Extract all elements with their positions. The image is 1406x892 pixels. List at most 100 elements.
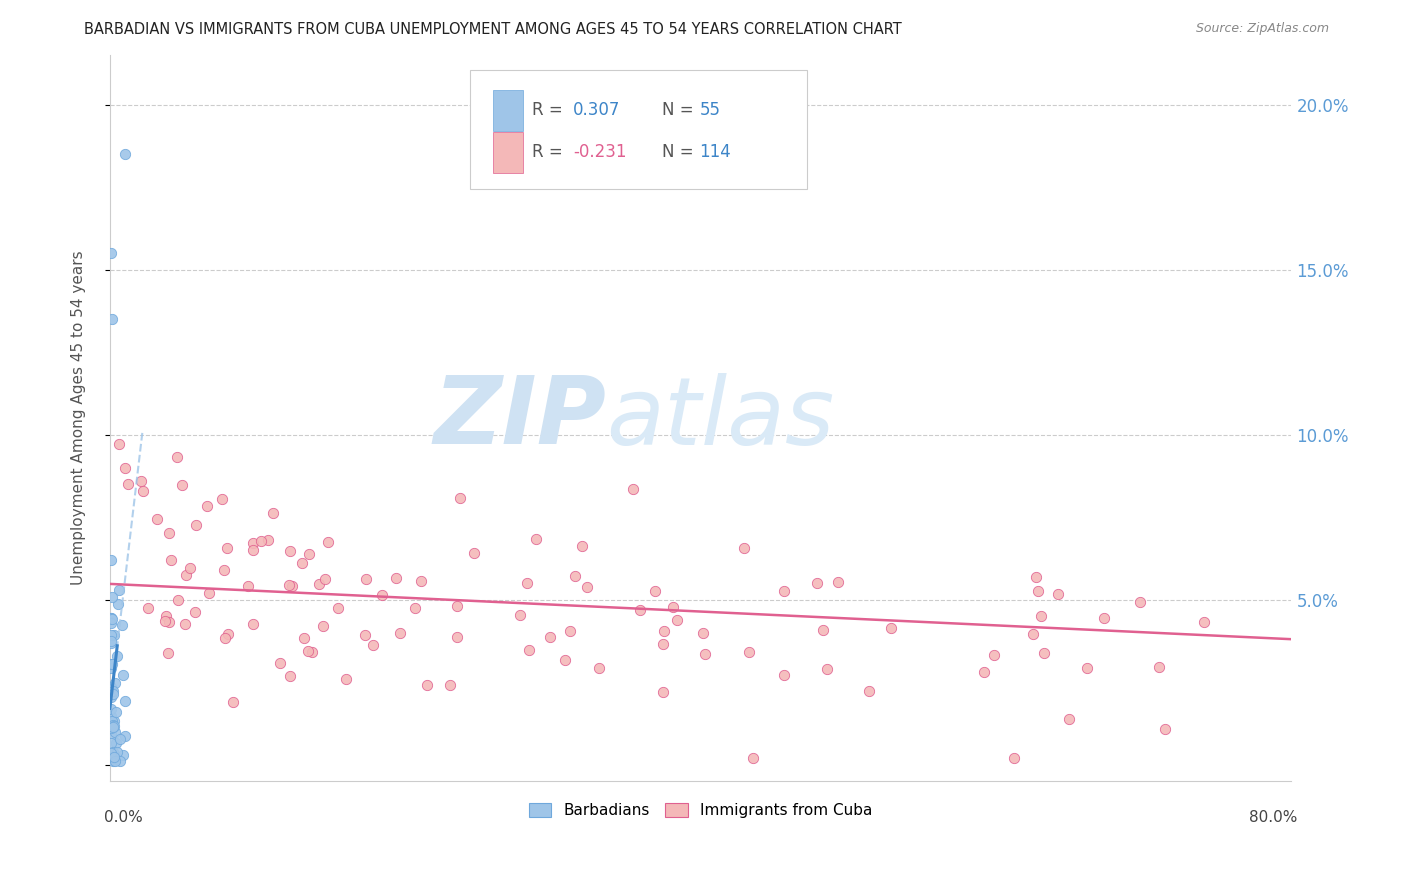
- Point: [100, 718, 122, 732]
- Point: [174, 617, 197, 632]
- Point: [112, 667, 135, 681]
- Text: 114: 114: [699, 144, 731, 161]
- Point: [384, 572, 406, 586]
- Point: [1057, 712, 1080, 726]
- FancyBboxPatch shape: [470, 70, 807, 189]
- Text: atlas: atlas: [606, 373, 834, 464]
- Text: 0.0%: 0.0%: [104, 810, 142, 825]
- Point: [157, 615, 180, 629]
- Point: [103, 687, 125, 701]
- Text: 55: 55: [699, 102, 720, 120]
- Point: [176, 568, 198, 582]
- Point: [335, 672, 357, 686]
- Point: [516, 576, 538, 591]
- Point: [100, 633, 122, 648]
- Point: [463, 546, 485, 560]
- FancyBboxPatch shape: [492, 132, 523, 173]
- Text: R =: R =: [531, 144, 568, 161]
- Point: [318, 535, 340, 549]
- Point: [104, 736, 127, 750]
- Point: [105, 705, 128, 719]
- Point: [100, 611, 122, 625]
- Point: [129, 474, 152, 488]
- Point: [100, 749, 122, 764]
- Point: [242, 535, 264, 549]
- Point: [827, 574, 849, 589]
- Text: R =: R =: [531, 102, 568, 120]
- Point: [100, 750, 122, 764]
- Point: [242, 617, 264, 632]
- Point: [446, 631, 468, 645]
- Point: [105, 745, 128, 759]
- Point: [644, 583, 666, 598]
- Point: [652, 624, 675, 638]
- Point: [101, 684, 124, 698]
- Point: [103, 749, 125, 764]
- Point: [101, 717, 124, 731]
- Point: [281, 579, 304, 593]
- Point: [101, 745, 124, 759]
- Point: [212, 564, 235, 578]
- Point: [110, 754, 132, 768]
- Text: -0.231: -0.231: [574, 144, 627, 161]
- Point: [157, 646, 180, 660]
- Point: [695, 647, 717, 661]
- Point: [101, 312, 124, 326]
- Point: [815, 662, 838, 676]
- Point: [772, 668, 794, 682]
- Point: [103, 714, 125, 728]
- Point: [308, 577, 330, 591]
- Point: [100, 615, 122, 630]
- Point: [107, 582, 129, 597]
- Point: [628, 603, 651, 617]
- Point: [983, 648, 1005, 662]
- Point: [554, 652, 576, 666]
- Point: [651, 637, 673, 651]
- Point: [101, 714, 124, 728]
- Point: [105, 648, 128, 663]
- Point: [104, 724, 127, 739]
- Point: [298, 547, 321, 561]
- Point: [103, 718, 125, 732]
- Point: [312, 619, 335, 633]
- Point: [742, 751, 765, 765]
- Point: [813, 624, 835, 638]
- Point: [773, 584, 796, 599]
- Point: [973, 665, 995, 679]
- Point: [101, 591, 124, 605]
- Point: [250, 533, 273, 548]
- Point: [1047, 587, 1070, 601]
- Point: [114, 729, 136, 743]
- Text: N =: N =: [662, 144, 699, 161]
- Point: [100, 657, 122, 671]
- Point: [1002, 751, 1025, 765]
- Point: [104, 676, 127, 690]
- Point: [806, 576, 828, 591]
- Point: [155, 609, 177, 624]
- Point: [114, 460, 136, 475]
- Point: [101, 612, 124, 626]
- Y-axis label: Unemployment Among Ages 45 to 54 years: Unemployment Among Ages 45 to 54 years: [72, 251, 86, 585]
- Point: [880, 621, 903, 635]
- Point: [363, 638, 385, 652]
- Point: [222, 694, 245, 708]
- Point: [526, 532, 548, 546]
- Point: [1032, 646, 1054, 660]
- Point: [100, 702, 122, 716]
- Point: [449, 491, 471, 505]
- Point: [114, 147, 136, 161]
- Point: [292, 631, 315, 645]
- Point: [100, 657, 122, 672]
- Point: [166, 450, 188, 465]
- Point: [439, 678, 461, 692]
- Point: [409, 574, 432, 589]
- Point: [666, 613, 689, 627]
- Point: [215, 541, 238, 555]
- Point: [651, 685, 673, 699]
- Point: [195, 499, 218, 513]
- Point: [107, 597, 129, 611]
- Point: [621, 483, 644, 497]
- Point: [117, 477, 139, 491]
- Point: [558, 624, 581, 638]
- FancyBboxPatch shape: [492, 90, 523, 130]
